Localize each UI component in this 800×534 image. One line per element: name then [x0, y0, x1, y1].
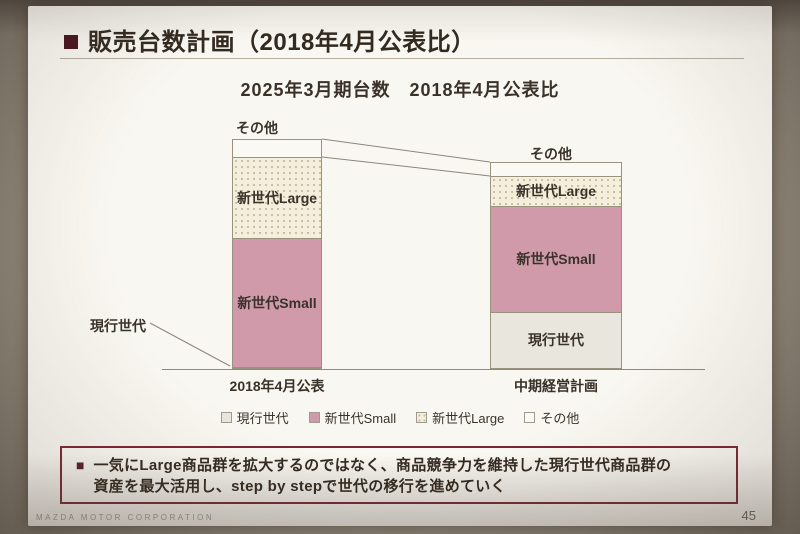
page-title: 販売台数計画（2018年4月公表比）: [88, 29, 476, 56]
segment-others: [490, 162, 622, 176]
chart-legend: 現行世代 新世代Small 新世代Large その他: [28, 408, 772, 427]
callout-bullet-icon: ■: [76, 457, 85, 473]
legend-item-new-gen-large: 新世代Large: [416, 408, 504, 427]
bar-midterm-plan: 現行世代 新世代Small 新世代Large: [490, 162, 622, 369]
legend-swatch-current-gen: [220, 412, 232, 423]
slide: 販売台数計画（2018年4月公表比） 2025年3月期台数 2018年4月公表比…: [28, 6, 772, 526]
segment-label: 現行世代: [528, 332, 584, 349]
segment-new-gen-small: 新世代Small: [232, 237, 322, 367]
segment-current-gen: 現行世代: [490, 311, 622, 369]
legend-swatch-others: [524, 412, 536, 423]
segment-label: 新世代Large: [236, 190, 318, 207]
callout-line-1: 一気にLarge商品群を拡大するのではなく、商品競争力を維持した現行世代商品群の: [93, 457, 672, 474]
callout-line-2: 資産を最大活用し、step by stepで世代の移行を進めていく: [93, 478, 506, 495]
segment-label: 新世代Large: [515, 183, 597, 200]
segment-label: 新世代Small: [237, 294, 317, 311]
bar-2018-april-plan: 新世代Small 新世代Large: [232, 139, 322, 369]
segment-new-gen-large: 新世代Large: [490, 175, 622, 206]
chart-title: 2025年3月期台数 2018年4月公表比: [240, 80, 560, 100]
segment-current-gen: [232, 366, 322, 369]
connector-line-others-bottom: [321, 156, 491, 177]
stacked-bar-chart: その他 その他 現行世代 新世代Small 新世代Large 現行世代 新世代S…: [28, 6, 772, 526]
legend-label: 現行世代: [236, 411, 289, 426]
others-label-left: その他: [236, 120, 278, 136]
current-gen-pointer-line: [149, 322, 231, 367]
slide-header: 販売台数計画（2018年4月公表比）: [64, 22, 476, 57]
others-label-right: その他: [530, 146, 572, 162]
category-label-midterm-plan: 中期経営計画: [514, 378, 598, 394]
x-axis-line: [162, 369, 705, 370]
title-divider: [60, 58, 744, 59]
footer-company-name: MAZDA MOTOR CORPORATION: [36, 513, 215, 522]
legend-label: その他: [540, 411, 580, 426]
segment-new-gen-large: 新世代Large: [232, 157, 322, 238]
category-label-2018-april: 2018年4月公表: [229, 378, 325, 394]
page-number: 45: [741, 508, 756, 523]
legend-label: 新世代Small: [324, 411, 397, 426]
segment-others: [232, 139, 322, 158]
legend-item-others: その他: [524, 408, 579, 427]
title-accent-square: [64, 34, 78, 49]
legend-swatch-new-gen-large: [416, 412, 428, 423]
current-gen-pointer-label: 現行世代: [90, 318, 146, 334]
legend-label: 新世代Large: [432, 411, 505, 426]
legend-item-new-gen-small: 新世代Small: [308, 408, 397, 427]
segment-new-gen-small: 新世代Small: [490, 205, 622, 312]
legend-swatch-new-gen-small: [308, 412, 320, 423]
legend-item-current-gen: 現行世代: [220, 408, 289, 427]
segment-label: 新世代Small: [516, 251, 596, 268]
connector-line-top: [321, 138, 491, 163]
callout-text: 一気にLarge商品群を拡大するのではなく、商品競争力を維持した現行世代商品群の…: [93, 455, 671, 495]
summary-callout-box: ■ 一気にLarge商品群を拡大するのではなく、商品競争力を維持した現行世代商品…: [60, 446, 738, 504]
